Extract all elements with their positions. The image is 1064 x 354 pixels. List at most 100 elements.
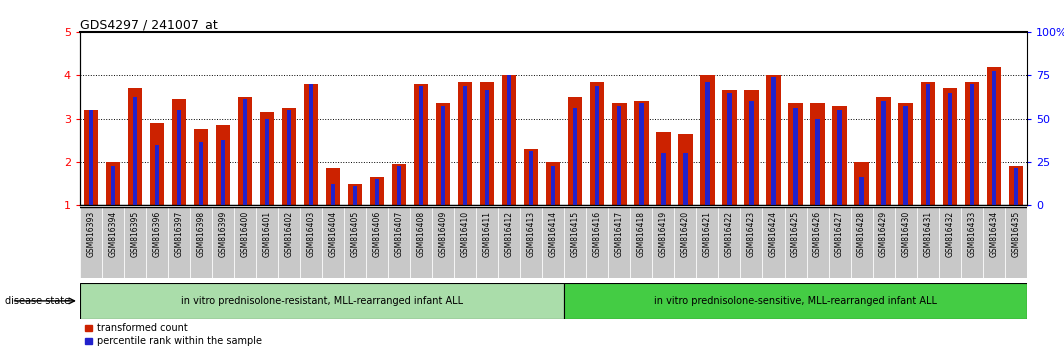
Text: GSM816412: GSM816412: [504, 211, 514, 257]
Bar: [88, 110, 93, 205]
Bar: [837, 110, 842, 205]
Bar: [194, 130, 209, 205]
Bar: [221, 140, 226, 205]
FancyBboxPatch shape: [564, 207, 586, 278]
Text: GSM816428: GSM816428: [858, 211, 866, 257]
FancyBboxPatch shape: [586, 207, 609, 278]
Bar: [463, 86, 467, 205]
Bar: [265, 119, 269, 205]
Bar: [722, 90, 736, 205]
FancyBboxPatch shape: [234, 207, 256, 278]
Bar: [969, 84, 974, 205]
Bar: [634, 101, 649, 205]
FancyBboxPatch shape: [741, 207, 763, 278]
FancyBboxPatch shape: [697, 207, 718, 278]
FancyBboxPatch shape: [410, 207, 432, 278]
Text: GSM816402: GSM816402: [284, 211, 294, 257]
FancyBboxPatch shape: [212, 207, 234, 278]
FancyBboxPatch shape: [763, 207, 784, 278]
FancyBboxPatch shape: [388, 207, 410, 278]
Text: GSM816408: GSM816408: [417, 211, 426, 257]
Bar: [573, 108, 578, 205]
Bar: [458, 82, 472, 205]
FancyBboxPatch shape: [1004, 207, 1027, 278]
Bar: [353, 186, 358, 205]
Bar: [84, 110, 98, 205]
Text: GSM816403: GSM816403: [306, 211, 316, 257]
Bar: [331, 184, 335, 205]
Bar: [238, 97, 252, 205]
Text: disease state: disease state: [5, 296, 70, 306]
Bar: [788, 103, 802, 205]
Bar: [243, 99, 247, 205]
Bar: [370, 177, 384, 205]
Legend: transformed count, percentile rank within the sample: transformed count, percentile rank withi…: [85, 324, 263, 346]
FancyBboxPatch shape: [543, 207, 564, 278]
FancyBboxPatch shape: [146, 207, 168, 278]
Bar: [832, 105, 847, 205]
Bar: [502, 75, 516, 205]
Bar: [854, 162, 868, 205]
FancyBboxPatch shape: [256, 207, 278, 278]
FancyBboxPatch shape: [983, 207, 1004, 278]
Bar: [199, 142, 203, 205]
Bar: [860, 177, 864, 205]
Bar: [525, 149, 538, 205]
Bar: [480, 82, 495, 205]
FancyBboxPatch shape: [807, 207, 829, 278]
Bar: [485, 90, 489, 205]
Text: GSM816419: GSM816419: [659, 211, 668, 257]
Bar: [128, 88, 142, 205]
Bar: [150, 123, 164, 205]
Text: in vitro prednisolone-sensitive, MLL-rearranged infant ALL: in vitro prednisolone-sensitive, MLL-rea…: [654, 296, 937, 306]
Bar: [639, 103, 644, 205]
Text: GSM816434: GSM816434: [990, 211, 998, 257]
Bar: [177, 110, 181, 205]
Bar: [728, 93, 732, 205]
Bar: [304, 84, 318, 205]
Text: GSM816400: GSM816400: [240, 211, 249, 257]
FancyBboxPatch shape: [366, 207, 388, 278]
Bar: [705, 82, 710, 205]
FancyBboxPatch shape: [872, 207, 895, 278]
Bar: [529, 151, 533, 205]
Bar: [440, 105, 446, 205]
Text: GSM816414: GSM816414: [549, 211, 558, 257]
FancyBboxPatch shape: [609, 207, 630, 278]
Bar: [881, 101, 885, 205]
FancyBboxPatch shape: [344, 207, 366, 278]
Text: GSM816421: GSM816421: [703, 211, 712, 257]
FancyBboxPatch shape: [189, 207, 212, 278]
Bar: [568, 97, 582, 205]
Bar: [661, 153, 666, 205]
Text: GSM816417: GSM816417: [615, 211, 624, 257]
FancyBboxPatch shape: [168, 207, 189, 278]
Text: GSM816416: GSM816416: [593, 211, 602, 257]
FancyBboxPatch shape: [850, 207, 872, 278]
Bar: [612, 103, 627, 205]
Bar: [216, 125, 230, 205]
Bar: [414, 84, 429, 205]
FancyBboxPatch shape: [675, 207, 697, 278]
Bar: [508, 75, 512, 205]
Bar: [375, 179, 379, 205]
Bar: [105, 162, 120, 205]
Text: GDS4297 / 241007_at: GDS4297 / 241007_at: [80, 18, 217, 31]
Bar: [965, 82, 979, 205]
Text: GSM816411: GSM816411: [483, 211, 492, 257]
Text: GSM816423: GSM816423: [747, 211, 757, 257]
FancyBboxPatch shape: [718, 207, 741, 278]
Text: GSM816433: GSM816433: [967, 211, 976, 257]
Bar: [683, 153, 687, 205]
Bar: [419, 86, 423, 205]
Text: GSM816393: GSM816393: [86, 211, 96, 257]
Bar: [992, 71, 996, 205]
Text: GSM816398: GSM816398: [197, 211, 205, 257]
Text: GSM816406: GSM816406: [372, 211, 382, 257]
Bar: [260, 112, 275, 205]
Text: GSM816430: GSM816430: [901, 211, 910, 257]
Bar: [154, 144, 159, 205]
FancyBboxPatch shape: [278, 207, 300, 278]
Bar: [811, 103, 825, 205]
Text: GSM816405: GSM816405: [350, 211, 360, 257]
